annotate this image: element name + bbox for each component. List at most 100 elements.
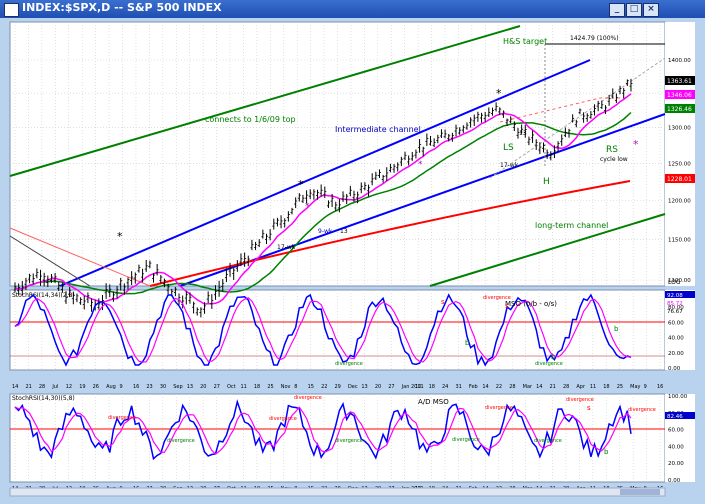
x-tick-label: 20 — [375, 384, 381, 390]
stoch-s-2: s — [505, 302, 509, 310]
x-tick-label: Nov — [281, 384, 291, 390]
upper-long-line — [9, 25, 521, 177]
annotation-intermediate: Intermediate channel — [335, 125, 421, 134]
x-tick-label: Apr — [576, 384, 586, 390]
log-label: LOG — [668, 279, 681, 286]
x-tick-label: Mar — [523, 384, 533, 390]
ma-20-line — [14, 93, 632, 305]
x-tick-label: 18 — [254, 384, 260, 390]
x-tick-label: 10 — [415, 384, 421, 390]
price-label-target: 1424.79 (100%) — [570, 35, 619, 42]
x-tick-label: 25 — [267, 384, 273, 390]
x-tick-label: Jul — [51, 384, 58, 390]
horizontal-scrollbar[interactable] — [9, 487, 666, 497]
x-tick-label: 19 — [79, 384, 85, 390]
annotation-13-b: 13 — [519, 130, 527, 137]
ad-div-1: divergence — [108, 415, 136, 421]
x-tick-label: 21 — [550, 384, 556, 390]
x-tick-label: 14 — [536, 384, 542, 390]
scrollbar-thumb[interactable] — [620, 489, 660, 495]
stoch-title: StochRSI(14,34)(2,8) — [12, 292, 75, 299]
x-tick-label: 11 — [240, 384, 246, 390]
neckline — [499, 97, 625, 123]
dashed-trend — [489, 57, 666, 179]
x-tick-label: 22 — [321, 384, 327, 390]
ad-label: A/D MSO — [418, 398, 449, 406]
price-tick-label: 1400.00 — [668, 58, 691, 64]
minimize-button[interactable]: _ — [609, 3, 625, 17]
price-label-ma20: 1346.06 — [667, 92, 692, 99]
price-tick-label: 1300.00 — [668, 126, 691, 132]
x-tick-label: 13 — [361, 384, 367, 390]
x-tick-label: 30 — [160, 384, 166, 390]
price-label-ma200: 1228.01 — [667, 176, 692, 183]
x-tick-label: 31 — [455, 384, 461, 390]
window-title: INDEX:$SPX,D -- S&P 500 INDEX — [22, 1, 222, 14]
stoch-label-mso: MSO (o/b - o/s) — [505, 300, 557, 308]
star-1: * — [117, 230, 123, 243]
x-tick-label: 18 — [603, 384, 609, 390]
ad-tick-label: 0.00 — [668, 478, 681, 484]
ad-b: b — [604, 448, 609, 456]
annotation-h: H — [543, 177, 550, 187]
ad-axis-bg — [665, 394, 695, 482]
star-5: * — [418, 160, 423, 170]
x-tick-label: 28 — [39, 384, 45, 390]
stoch-value-2: 85.72 — [667, 301, 683, 307]
annotation-13-a: 13 — [340, 228, 348, 235]
app-icon — [4, 3, 19, 17]
ad-s: s — [587, 404, 591, 412]
price-axis-bg — [665, 22, 695, 286]
ad-title: StochRSI(14,30)(5,8) — [12, 395, 75, 402]
x-tick-label: 16 — [657, 384, 663, 390]
stoch-tick-label: 20.00 — [668, 351, 684, 357]
ad-div-10: divergence — [628, 407, 656, 413]
annotation-17wk-1: 17-wk — [277, 244, 296, 251]
x-tick-label: 14 — [482, 384, 488, 390]
x-tick-label: 14 — [12, 384, 18, 390]
x-tick-label: 9 — [120, 384, 123, 390]
annotation-long-term: long-term channel — [535, 221, 608, 230]
x-tick-label: 9 — [644, 384, 647, 390]
stoch-tick-label: 60.00 — [668, 320, 684, 326]
star-3: * — [496, 87, 502, 100]
x-tick-label: 11 — [590, 384, 596, 390]
ad-slow-line — [14, 406, 632, 455]
maximize-button[interactable]: □ — [626, 3, 642, 17]
x-tick-label: 27 — [214, 384, 220, 390]
ad-div-6: divergence — [485, 405, 513, 411]
x-tick-label: Oct — [227, 384, 236, 390]
x-tick-label: 29 — [335, 384, 341, 390]
x-tick-label: 27 — [388, 384, 394, 390]
x-tick-label: Dec — [348, 384, 358, 390]
ad-div-7: divergence — [452, 437, 480, 443]
ad-tick-label: 40.00 — [668, 444, 684, 450]
long-term-channel-line — [429, 213, 666, 287]
x-tick-label: 13 — [187, 384, 193, 390]
grey-trendline — [9, 235, 91, 287]
intermediate-lower-channel — [179, 113, 666, 287]
annotation-ls: LS — [503, 143, 514, 153]
stoch-value-3: 76.67 — [667, 309, 683, 315]
stoch-axis: 0.00 20.00 40.00 60.00 80.00 — [668, 305, 684, 372]
ad-div-3: divergence — [294, 395, 322, 401]
star-6: * — [305, 202, 310, 212]
title-bar[interactable]: INDEX:$SPX,D -- S&P 500 INDEX _ □ × — [0, 0, 705, 18]
ad-div-2: divergence — [167, 438, 195, 444]
ad-div-5: divergence — [335, 438, 363, 444]
price-tick-label: 1150.00 — [668, 237, 691, 243]
annotation-cycle-low: cycle low — [600, 156, 628, 163]
x-tick-label: 26 — [93, 384, 99, 390]
x-tick-label: 28 — [563, 384, 569, 390]
stoch-b-1: b — [465, 339, 470, 347]
ad-tick-label: 100.00 — [668, 394, 688, 400]
x-tick-label: 12 — [66, 384, 72, 390]
red-trendline — [9, 227, 151, 287]
stoch-b-3: b — [614, 325, 619, 333]
close-button[interactable]: × — [643, 3, 659, 17]
annotation-17wk-2: 17-wk — [500, 162, 519, 169]
price-bars — [13, 78, 633, 318]
x-tick-label: Jan 2011 — [401, 384, 424, 390]
price-tick-label: 1250.00 — [668, 161, 691, 167]
